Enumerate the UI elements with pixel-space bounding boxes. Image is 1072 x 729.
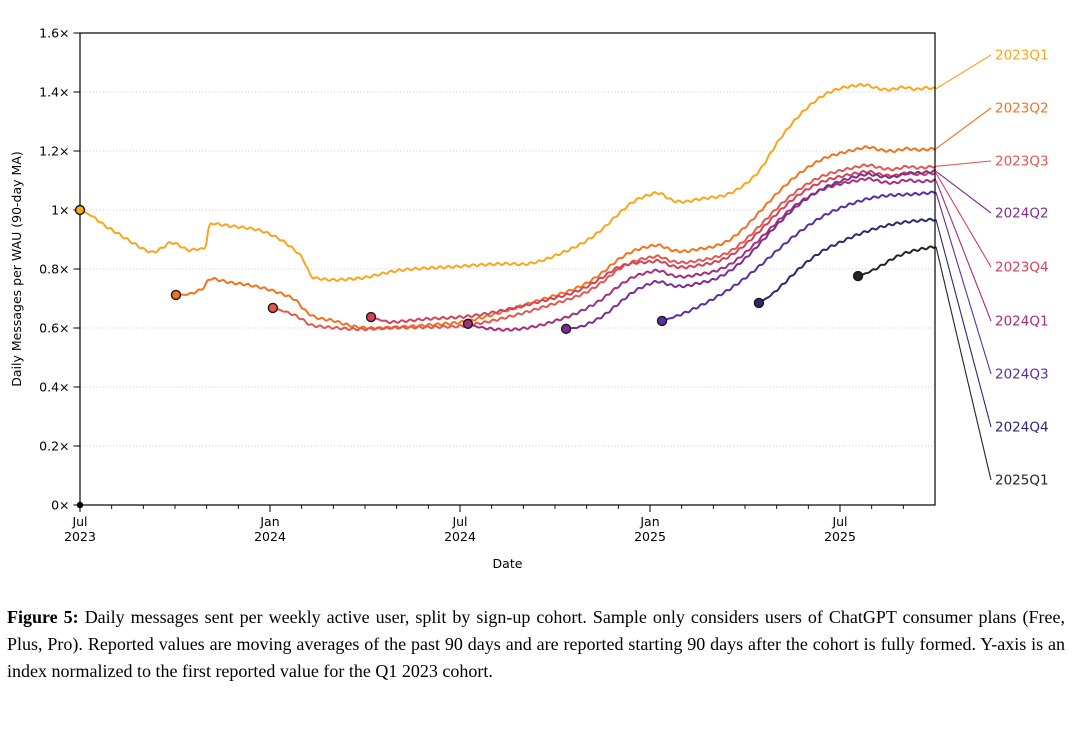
y-tick-label-0×: 0× xyxy=(51,497,69,512)
figure-5: Jul 2023 Jan 2024 Jul 2024 Jan 2025 Jul 2025 0× 0.… xyxy=(7,25,1065,685)
y-tick-label-1.4×: 1.4× xyxy=(39,84,69,99)
caption-label: Figure 5: xyxy=(7,607,79,627)
series-lines xyxy=(79,82,936,332)
legend-leader-2023Q1 xyxy=(935,54,992,90)
x-tick-label-Jul-2024: Jul xyxy=(451,514,467,529)
x-tick-year-2025: 2025 xyxy=(634,529,666,544)
x-tick-label-Jan-2024: Jan xyxy=(259,514,279,529)
y-tick-label-0.2×: 0.2× xyxy=(39,438,69,453)
cohort-start-markers xyxy=(74,204,864,509)
legend-leader-2024Q1 xyxy=(935,180,992,322)
legend-leader-2024Q3 xyxy=(935,192,992,375)
cohort-start-marker-2024Q4 xyxy=(753,297,765,309)
series-line-2024Q4 xyxy=(757,217,936,304)
series-line-2023Q1 xyxy=(79,82,936,282)
x-tick-label-Jan-2025: Jan xyxy=(639,514,659,529)
origin-marker xyxy=(76,501,84,509)
series-line-2025Q1 xyxy=(857,245,936,278)
series-line-2023Q4 xyxy=(370,169,936,324)
legend-label-2024Q1: 2024Q1 xyxy=(995,314,1049,330)
legend-leader-lines xyxy=(935,54,992,481)
cohort-start-marker-2023Q4 xyxy=(365,311,377,323)
y-tick-label-1.2×: 1.2× xyxy=(39,143,69,158)
series-line-2024Q3 xyxy=(661,190,936,322)
cohort-start-marker-2023Q1 xyxy=(74,204,86,216)
legend-label-2023Q2: 2023Q2 xyxy=(995,101,1049,117)
series-line-2024Q1 xyxy=(466,176,936,332)
x-tick-year-2023: 2023 xyxy=(64,529,96,544)
cohort-start-marker-2024Q1 xyxy=(462,318,474,330)
x-tick-year-2024: 2024 xyxy=(254,529,286,544)
figure-caption: Figure 5: Daily messages sent per weekly… xyxy=(7,604,1065,685)
x-tick-label-Jul-2025: Jul xyxy=(831,514,847,529)
legend-leader-2024Q4 xyxy=(935,219,992,428)
legend-label-2024Q4: 2024Q4 xyxy=(995,420,1049,436)
legend-label-2024Q3: 2024Q3 xyxy=(995,367,1049,383)
x-tick-label-Jul-2023: Jul xyxy=(71,514,87,529)
series-line-2024Q2 xyxy=(565,169,936,330)
cohort-start-marker-2023Q2 xyxy=(170,289,182,301)
legend-leader-2023Q2 xyxy=(935,107,992,150)
legend-labels: 2023Q1 2023Q2 2023Q3 2023Q4 2024Q1 2024Q2 2024… xyxy=(995,48,1049,489)
y-tick-label-0.6×: 0.6× xyxy=(39,320,69,335)
legend-label-2023Q3: 2023Q3 xyxy=(995,154,1049,170)
legend-label-2023Q4: 2023Q4 xyxy=(995,260,1049,276)
x-tick-year-2025: 2025 xyxy=(824,529,856,544)
series-line-2023Q3 xyxy=(271,163,936,332)
plot-frame xyxy=(79,32,936,506)
cohort-start-marker-2025Q1 xyxy=(852,270,864,282)
gridlines xyxy=(80,91,935,447)
legend-leader-2023Q4 xyxy=(935,172,992,268)
y-tick-label-0.8×: 0.8× xyxy=(39,261,69,276)
x-axis-title: Date xyxy=(493,556,523,571)
legend-leader-2023Q3 xyxy=(935,160,992,167)
legend-label-2025Q1: 2025Q1 xyxy=(995,473,1049,489)
y-axis-title: Daily Messages per WAU (90-day MA) xyxy=(9,151,24,386)
cohort-start-marker-2024Q3 xyxy=(656,315,668,327)
y-tick-label-1×: 1× xyxy=(51,202,69,217)
legend-leader-2025Q1 xyxy=(935,246,992,481)
y-tick-label-1.6×: 1.6× xyxy=(39,25,69,40)
legend-label-2024Q2: 2024Q2 xyxy=(995,206,1049,222)
cohort-start-marker-2024Q2 xyxy=(560,323,572,335)
legend-leader-2024Q2 xyxy=(935,170,992,214)
legend-label-2023Q1: 2023Q1 xyxy=(995,48,1049,64)
caption-text: Daily messages sent per weekly active us… xyxy=(7,607,1066,681)
cohort-start-marker-2023Q3 xyxy=(267,302,279,314)
x-tick-year-2024: 2024 xyxy=(444,529,476,544)
y-axis-ticks: 0× 0.2× 0.4× 0.6× 0.8× 1× 1.2× 1.4× 1.6× xyxy=(39,25,80,512)
series-line-2023Q2 xyxy=(174,145,936,331)
y-tick-label-0.4×: 0.4× xyxy=(39,379,69,394)
